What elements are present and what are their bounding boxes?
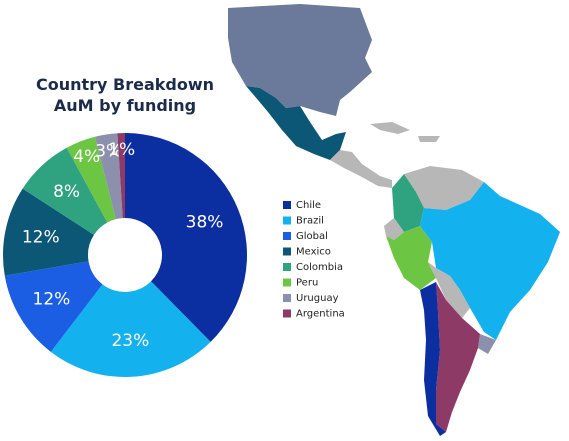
donut-slice — [2, 188, 94, 276]
legend-swatch — [283, 247, 291, 256]
legend-swatch — [283, 278, 291, 287]
legend-label: Argentina — [296, 309, 345, 320]
value-label: 8% — [53, 182, 80, 202]
map-ecuador — [384, 218, 404, 240]
legend-label: Peru — [296, 278, 318, 289]
legend-label: Global — [296, 231, 328, 242]
donut-slice — [125, 133, 247, 342]
value-label: 38% — [186, 212, 224, 232]
legend-label: Mexico — [296, 247, 331, 258]
value-label: 12% — [22, 228, 60, 248]
value-label: 23% — [111, 331, 149, 351]
map-uruguay — [478, 334, 496, 354]
legend-label: Brazil — [296, 216, 324, 227]
map-argentina — [436, 282, 480, 432]
donut-slice — [66, 136, 116, 223]
map-north-sa — [404, 166, 484, 210]
map-central-america — [330, 150, 392, 188]
donut-slice — [4, 261, 103, 352]
map-mexico — [246, 86, 346, 160]
chart-title: Country Breakdown AuM by funding — [35, 75, 215, 115]
value-label: 1% — [108, 140, 135, 160]
map-caribbean — [370, 122, 440, 142]
legend-label: Uruguay — [296, 293, 339, 304]
legend-swatch — [283, 263, 291, 271]
legend-label: Colombia — [296, 262, 343, 273]
value-label: 4% — [73, 147, 100, 167]
legend-label: Chile — [296, 200, 321, 211]
map-chile — [420, 282, 446, 436]
donut-slice — [50, 281, 211, 377]
map-usa-canada — [228, 4, 372, 116]
map-brazil — [420, 182, 560, 340]
map-peru — [386, 226, 436, 290]
donut-slice — [22, 147, 108, 235]
map-colombia — [392, 174, 424, 232]
value-label: 12% — [33, 290, 71, 310]
legend-swatch — [283, 216, 291, 225]
donut-slice — [94, 133, 123, 220]
value-label: 3% — [95, 141, 122, 161]
legend-swatch — [283, 309, 291, 318]
map — [228, 4, 560, 436]
map-bolivia-paraguay — [428, 262, 470, 318]
legend-swatch — [283, 294, 291, 302]
legend-swatch — [283, 232, 291, 240]
legend-swatch — [283, 201, 291, 209]
donut-slice — [117, 133, 125, 219]
